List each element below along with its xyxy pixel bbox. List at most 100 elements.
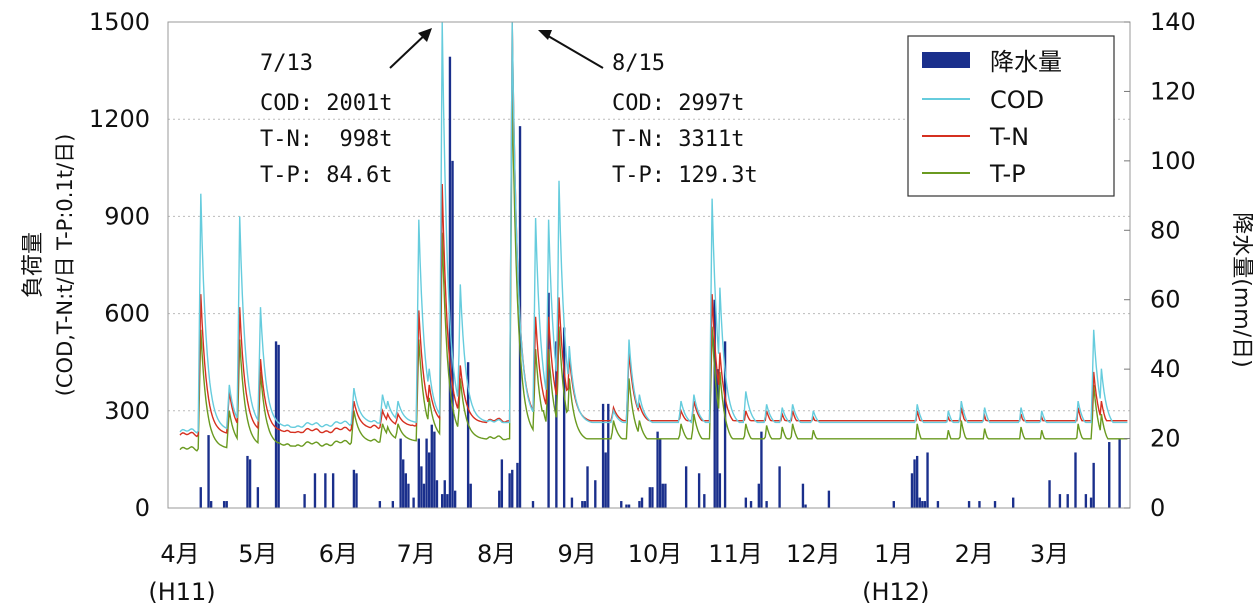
rainfall-bar <box>601 403 605 508</box>
rainfall-bar <box>757 483 761 508</box>
rainfall-bar <box>1058 494 1062 508</box>
rainfall-bar <box>531 501 535 508</box>
right-tick-label: 20 <box>1150 425 1181 453</box>
load-lines <box>179 21 1128 452</box>
annotation-jul13-arrowhead <box>418 28 432 42</box>
rainfall-bar <box>199 487 202 508</box>
rainfall-bar <box>425 438 428 508</box>
rainfall-bar <box>651 487 654 508</box>
rainfall-bar <box>640 497 644 508</box>
legend-label-tp: T-P <box>989 160 1026 188</box>
legend-label-rainfall: 降水量 <box>990 48 1062 76</box>
annotation-jul13-arrow <box>389 31 429 69</box>
legend-label-tn: T-N <box>989 123 1029 151</box>
rainfall-bar <box>331 473 335 508</box>
annotation-aug15-cod: COD: 2997t <box>612 91 744 116</box>
line-t-p <box>179 89 1128 452</box>
right-tick-label: 80 <box>1150 216 1181 244</box>
legend-swatch-rainfall <box>922 52 970 68</box>
rainfall-bar <box>664 483 667 508</box>
rainfall-bar <box>620 501 623 508</box>
left-tick-label: 900 <box>104 202 150 230</box>
rainfall-bar <box>625 504 628 508</box>
rainfall-bar <box>420 466 423 508</box>
rainfall-bar <box>446 494 449 508</box>
rainfall-bar <box>648 487 651 508</box>
line-t-n <box>179 21 1128 438</box>
rainfall-bar <box>222 501 226 508</box>
x-tick-label: 3月 <box>1030 540 1069 568</box>
rainfall-bar <box>718 473 722 508</box>
annotation-aug15-date: 8/15 <box>612 51 665 76</box>
rainfall-bar <box>703 494 706 508</box>
left-tick-label: 600 <box>104 300 150 328</box>
rainfall-bar <box>435 480 439 508</box>
rainfall-bar <box>804 504 807 508</box>
right-tick-label: 40 <box>1150 355 1181 383</box>
rainfall-bar <box>656 431 659 508</box>
x-tick-label: 7月 <box>397 540 436 568</box>
rainfall-bar <box>508 473 511 508</box>
rainfall-bar <box>274 341 278 508</box>
rainfall-bar <box>586 466 589 508</box>
rainfall-bar <box>248 459 252 508</box>
rainfall-bar <box>417 438 420 508</box>
plot-frame <box>167 21 1131 509</box>
x-tick-label: 6月 <box>319 540 358 568</box>
rainfall-bar <box>918 497 921 508</box>
rainfall-bar <box>967 501 971 508</box>
rainfall-bar <box>581 501 584 508</box>
rainfall-bar <box>1089 497 1093 508</box>
rainfall-bar <box>469 483 472 508</box>
x-tick-label: 2月 <box>955 540 994 568</box>
left-axis-title-line2: (COD,T-N:t/日 T-P:0.1t/日) <box>53 134 77 397</box>
rainfall-bar <box>627 504 631 508</box>
rainfall-bar <box>407 483 410 508</box>
annotation-aug15-arrow <box>542 32 604 69</box>
annotation-aug15: 8/15 COD: 2997t T-N: 3311t T-P: 129.3t <box>538 30 758 188</box>
rainfall-bar <box>500 459 504 508</box>
rainfall-bar <box>448 56 452 508</box>
rainfall-bar <box>607 403 610 508</box>
legend: 降水量 COD T-N T-P <box>907 35 1115 197</box>
rainfall-bar <box>303 494 306 508</box>
rainfall-bar <box>1108 442 1111 508</box>
rainfall-bar <box>697 473 701 508</box>
annotation-aug15-arrowhead <box>538 30 552 40</box>
rainfall-bar <box>246 455 249 508</box>
annotation-jul13-date: 7/13 <box>260 51 313 76</box>
annotation-aug15-tp: T-P: 129.3t <box>612 163 758 188</box>
rainfall-bar <box>744 497 748 508</box>
rainfall-bar <box>978 501 981 508</box>
rainfall-bar <box>324 473 327 508</box>
rainfall-bar <box>256 487 260 508</box>
rainfall-bar <box>451 160 454 508</box>
rainfall-bar <box>801 483 805 508</box>
rainfall-bar <box>404 473 408 508</box>
line-cod <box>179 21 1128 434</box>
annotation-jul13: 7/13 COD: 2001t T-N: 998t T-P: 84.6t <box>260 28 432 188</box>
rainfall-bar <box>604 452 607 508</box>
rainfall-bar <box>713 299 716 508</box>
rainfall-bar <box>827 490 831 508</box>
left-tick-label: 1200 <box>89 105 150 133</box>
x-tick-label: 10月 <box>628 540 683 568</box>
rainfall-bar <box>555 341 558 508</box>
rainfall-bar <box>378 501 382 508</box>
x-axis-ticks: 4月 (H11) 5月 6月 7月 8月 9月 10月 11月 12月 1月 (H12) 2月 3月 <box>148 540 1069 606</box>
rainfall-bar <box>936 501 940 508</box>
rainfall-bar <box>716 369 719 508</box>
rainfall-bar <box>910 473 914 508</box>
rainfall-bar <box>422 483 426 508</box>
rainfall-bar <box>638 501 641 508</box>
rainfall-bar <box>570 497 574 508</box>
x-tick-label: 12月 <box>786 540 841 568</box>
rainfall-bar <box>993 501 997 508</box>
x-tick-label: 11月 <box>708 540 763 568</box>
rainfall-bar <box>440 494 444 508</box>
left-axis-title-line1: 負荷量 <box>21 232 46 298</box>
rainfall-bar <box>443 480 446 508</box>
x-tick-label: 9月 <box>557 540 596 568</box>
rainfall-bar <box>399 438 402 508</box>
